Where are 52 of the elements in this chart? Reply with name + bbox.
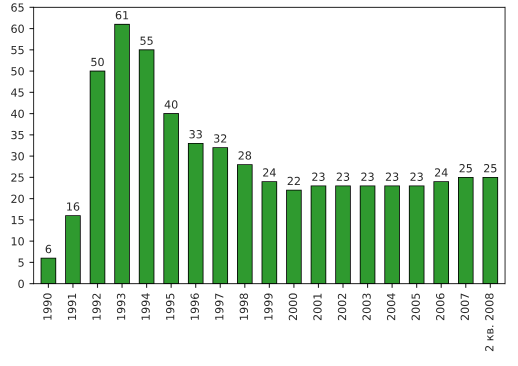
data-label: 23: [386, 172, 398, 181]
x-tick-label: 2006: [436, 293, 444, 320]
data-label: 24: [263, 168, 276, 177]
y-tick-label: 30: [11, 152, 24, 160]
x-tick-label: 1998: [240, 293, 248, 320]
x-tick-label: 2007: [460, 294, 469, 320]
data-label: 40: [164, 100, 178, 109]
data-label: 32: [214, 134, 226, 143]
y-tick-label: 20: [11, 194, 24, 204]
x-tick-label: 1995: [166, 294, 174, 320]
data-label: 28: [238, 151, 252, 160]
data-label: 23: [410, 172, 423, 181]
data-label: 23: [336, 172, 350, 181]
y-tick-label: 25: [11, 173, 24, 182]
y-tick-label: 10: [12, 237, 24, 246]
y-tick-label: 0: [18, 280, 24, 288]
y-tick-label: 55: [11, 46, 24, 54]
x-tick-label: 1991: [68, 294, 76, 320]
data-label: 22: [288, 176, 300, 186]
x-tick-label: 2 кв. 2008: [485, 293, 494, 352]
x-tick-label: 1992: [92, 294, 101, 320]
y-tick-label: 15: [12, 216, 24, 224]
y-tick-label: 5: [18, 258, 24, 267]
data-label: 23: [361, 172, 374, 181]
x-tick-label: 1990: [43, 293, 52, 320]
y-tick-label: 50: [11, 67, 24, 76]
y-tick-label: 45: [11, 88, 24, 97]
x-tick-label: 2004: [386, 293, 396, 320]
data-label: 6: [46, 244, 52, 254]
x-tick-label: 1993: [116, 294, 126, 320]
x-tick-label: 2003: [362, 294, 371, 320]
x-tick-label: 2000: [288, 293, 298, 320]
data-label: 16: [67, 202, 80, 211]
y-tick-label: 40: [11, 110, 24, 118]
x-tick-label: 2005: [411, 294, 420, 320]
data-label: 55: [140, 36, 153, 45]
y-tick-label: 60: [11, 24, 24, 33]
x-tick-label: 2002: [338, 294, 346, 320]
x-tick-label: 1996: [190, 293, 199, 320]
x-tick-label: 2001: [313, 294, 322, 320]
data-label: 25: [484, 164, 496, 172]
data-label: 25: [460, 164, 472, 172]
data-label: 50: [91, 58, 104, 66]
x-tick-label: 1997: [215, 294, 224, 320]
x-tick-label: 1994: [141, 293, 150, 320]
y-tick-label: 65: [11, 3, 24, 12]
data-label: 33: [189, 130, 202, 138]
data-label: 23: [312, 172, 325, 181]
data-label: 61: [116, 10, 128, 20]
y-tick-label: 35: [11, 130, 24, 140]
x-tick-label: 1999: [264, 293, 273, 320]
data-label: 24: [434, 168, 448, 177]
